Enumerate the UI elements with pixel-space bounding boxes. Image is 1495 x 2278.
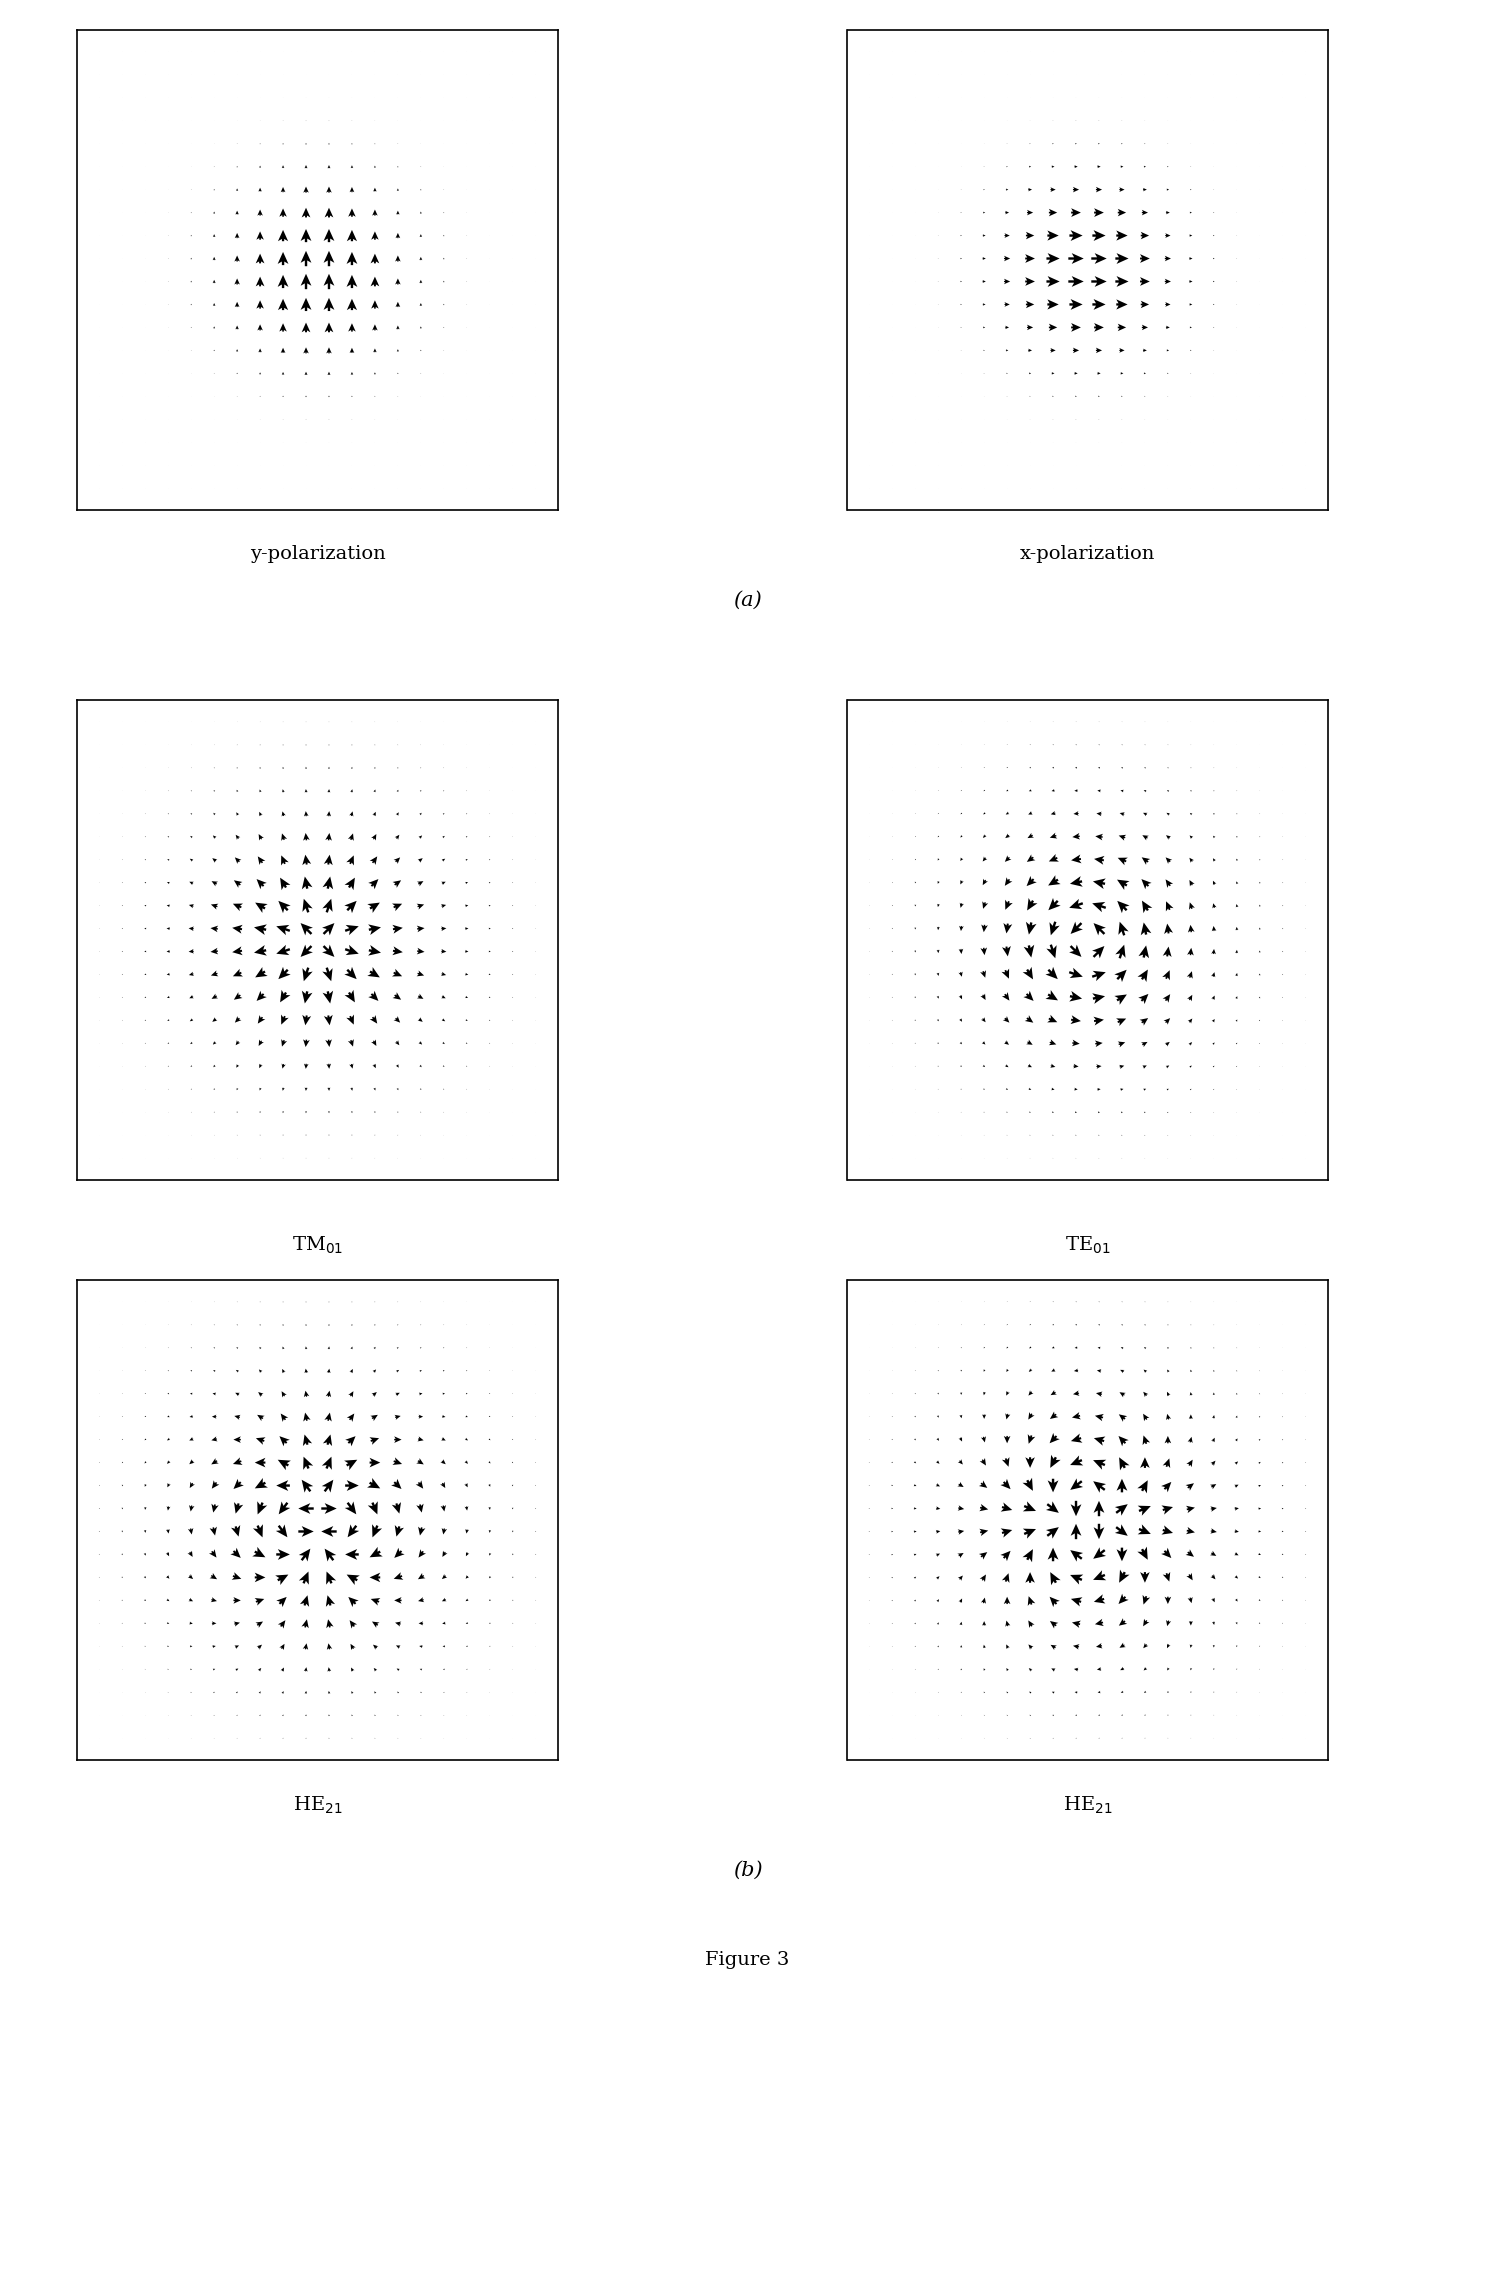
Text: HE$_{21}$: HE$_{21}$ (293, 1795, 342, 1816)
Text: Figure 3: Figure 3 (706, 1950, 789, 1968)
Text: (a): (a) (733, 590, 762, 611)
Text: HE$_{21}$: HE$_{21}$ (1063, 1795, 1112, 1816)
Text: TM$_{01}$: TM$_{01}$ (292, 1235, 344, 1255)
Text: y-polarization: y-polarization (250, 544, 386, 563)
Text: x-polarization: x-polarization (1020, 544, 1156, 563)
Text: TE$_{01}$: TE$_{01}$ (1064, 1235, 1111, 1255)
Text: (b): (b) (733, 1861, 762, 1879)
